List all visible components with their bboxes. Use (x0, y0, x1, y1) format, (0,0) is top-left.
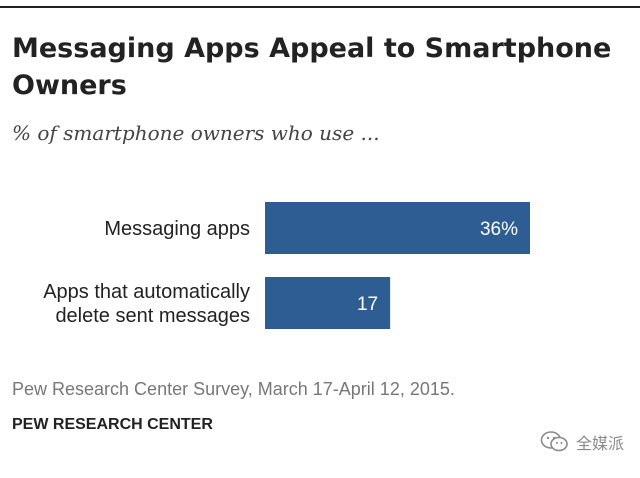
category-label-0-line-0: Messaging apps (104, 218, 250, 240)
chart-title: Messaging Apps Appeal to Smartphone Owne… (12, 33, 612, 101)
top-rule (0, 6, 640, 8)
chart-subtitle: % of smartphone owners who use ... (12, 121, 380, 145)
bar-1 (265, 277, 391, 329)
wechat-icon (540, 431, 568, 452)
source-note: Pew Research Center Survey, March 17-Apr… (12, 379, 455, 399)
bar-value-label-1: 17 (357, 294, 378, 315)
category-label-1-line-0: Apps that automatically (43, 281, 250, 303)
bar-0 (265, 202, 530, 254)
category-label-1-line-1: delete sent messages (55, 305, 250, 327)
bar-chart: 36% Messaging apps 17 Apps that automatical… (43, 202, 530, 329)
watermark-text: 全媒派 (575, 434, 624, 453)
organization-name: PEW RESEARCH CENTER (12, 416, 213, 433)
watermark: 全媒派 (540, 430, 624, 454)
bar-value-label-0: 36% (480, 219, 518, 240)
